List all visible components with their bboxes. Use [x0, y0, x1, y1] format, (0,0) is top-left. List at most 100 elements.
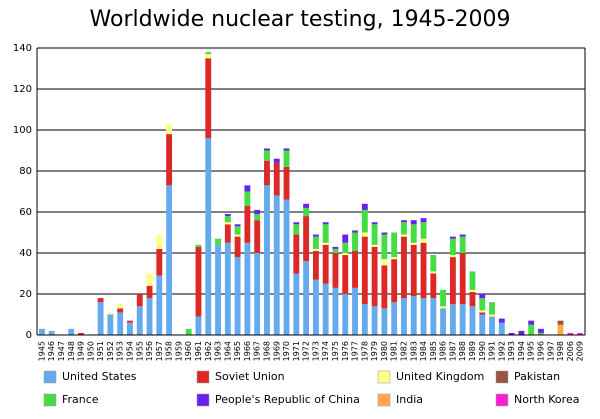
- legend-swatch: [43, 393, 57, 407]
- x-tick-label: 2006: [566, 341, 575, 361]
- bar-segment: [224, 224, 231, 243]
- x-tick-label: 1980: [380, 341, 389, 361]
- bar-segment: [283, 148, 290, 151]
- bar-segment: [449, 238, 456, 256]
- bar-segment: [410, 224, 417, 243]
- bar-segment: [430, 255, 437, 272]
- x-tick-label: 1996: [536, 341, 545, 361]
- legend-swatch: [495, 370, 509, 384]
- legend-label: France: [62, 393, 99, 406]
- bar-segment: [166, 134, 173, 186]
- bar-segment: [449, 257, 456, 305]
- bar-segment: [420, 298, 427, 335]
- bar-segment: [273, 158, 280, 163]
- bar-segment: [410, 296, 417, 335]
- bar-segment: [361, 203, 368, 210]
- bar-segment: [449, 236, 456, 239]
- bar-segment: [283, 150, 290, 167]
- bar-segment: [479, 294, 486, 299]
- bar-segment: [381, 234, 388, 260]
- bar-segment: [322, 242, 329, 245]
- x-tick-label: 1981: [390, 341, 399, 361]
- x-tick-label: 1970: [282, 341, 291, 361]
- x-tick-label: 1962: [204, 341, 213, 361]
- x-tick-label: 1974: [321, 341, 330, 361]
- bar-segment: [234, 257, 241, 335]
- bar-segment: [293, 222, 300, 225]
- bar-segment: [234, 224, 241, 227]
- bar-segment: [391, 257, 398, 260]
- bar-segment: [371, 244, 378, 247]
- x-tick-label: 1993: [507, 341, 516, 361]
- bar-segment: [68, 328, 75, 335]
- bar-segment: [234, 226, 241, 235]
- bar-segment: [146, 298, 153, 335]
- x-tick-label: 1990: [478, 341, 487, 361]
- bar-segment: [156, 248, 163, 276]
- x-tick-label: 1945: [37, 341, 46, 361]
- x-tick-label: 1983: [409, 341, 418, 361]
- bar-segment: [430, 271, 437, 274]
- bar-segment: [322, 283, 329, 335]
- legend-swatch: [196, 370, 210, 384]
- bar-segment: [264, 160, 270, 186]
- bar-segment: [361, 209, 368, 233]
- x-tick-label: 1997: [546, 341, 555, 361]
- bar-segment: [224, 242, 231, 335]
- legend-label: People's Republic of China: [215, 393, 360, 406]
- bar-segment: [479, 314, 486, 335]
- x-tick-label: 1982: [399, 341, 408, 361]
- x-tick-label: 1973: [311, 341, 320, 361]
- bar-segment: [166, 185, 173, 335]
- x-tick-label: 1989: [468, 341, 477, 361]
- bar-segment: [244, 191, 251, 206]
- bar-segment: [449, 255, 456, 258]
- bar-segment: [156, 275, 163, 335]
- bar-segment: [205, 52, 212, 55]
- bar-segment: [303, 207, 310, 217]
- chart-title: Worldwide nuclear testing, 1945-2009: [90, 7, 511, 32]
- bar-segment: [303, 261, 310, 335]
- bar-segment: [479, 298, 486, 311]
- bar-segment: [469, 289, 476, 292]
- bar-segment: [489, 316, 495, 335]
- x-tick-label: 1947: [57, 341, 66, 361]
- bar-segment: [567, 332, 574, 335]
- x-tick-label: 1995: [527, 341, 536, 361]
- bar-segment: [293, 234, 300, 274]
- bar-segment: [381, 232, 388, 235]
- bar-segment: [401, 234, 407, 237]
- bar-segment: [185, 328, 192, 335]
- bar-segment: [410, 244, 417, 297]
- x-tick-label: 1957: [155, 341, 164, 361]
- x-tick-label: 1960: [184, 341, 193, 361]
- legend-label: Pakistan: [514, 370, 560, 383]
- bar-segment: [440, 308, 447, 335]
- bar-segment: [107, 312, 114, 315]
- bar-segment: [322, 244, 329, 284]
- x-tick-label: 1992: [497, 341, 506, 361]
- bar-segment: [391, 232, 398, 258]
- bar-segment: [557, 324, 564, 335]
- bar-segment: [479, 310, 486, 313]
- bar-segment: [195, 316, 202, 335]
- bar-segment: [332, 253, 339, 288]
- legend-label: Soviet Union: [215, 370, 285, 383]
- bar-segment: [538, 328, 544, 333]
- bar-segment: [342, 255, 349, 294]
- bar-segment: [430, 298, 437, 335]
- bar-segment: [420, 238, 427, 243]
- bar-segment: [498, 318, 505, 323]
- bar-segment: [234, 234, 241, 237]
- bar-segment: [342, 253, 349, 256]
- legend-swatch: [377, 393, 391, 407]
- bar-segment: [479, 312, 486, 315]
- bar-segment: [342, 234, 349, 243]
- bar-segment: [78, 332, 84, 335]
- bar-segment: [205, 138, 212, 335]
- x-tick-label: 1950: [86, 341, 95, 361]
- x-tick-label: 1986: [439, 341, 448, 361]
- bar-segment: [205, 54, 212, 59]
- bar-segment: [420, 242, 427, 299]
- x-tick-label: 1956: [145, 341, 154, 361]
